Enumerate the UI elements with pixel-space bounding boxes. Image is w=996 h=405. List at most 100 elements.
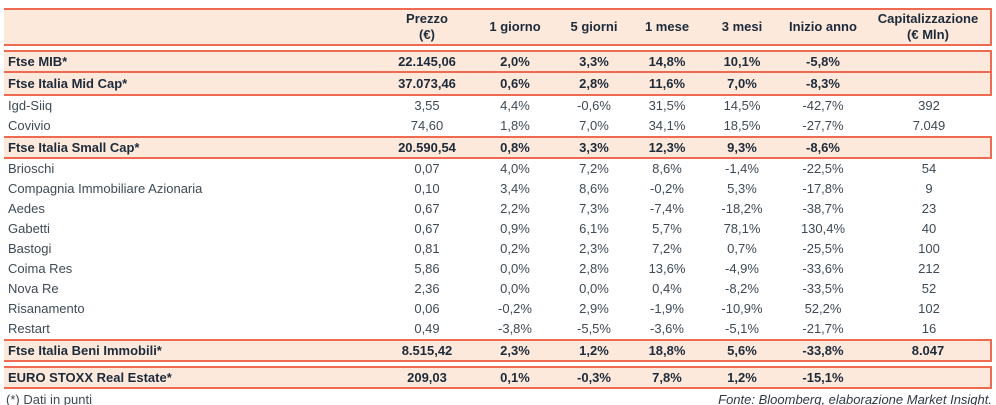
1-mese-value: -0,2% bbox=[650, 181, 684, 196]
1-mese-value: -7,4% bbox=[650, 201, 684, 216]
inizio-anno-value: -17,8% bbox=[802, 181, 844, 196]
3-mesi-value: -5,1% bbox=[725, 321, 759, 336]
row-label: Ftse Italia Small Cap* bbox=[8, 140, 140, 155]
1-giorno-value: 1,8% bbox=[500, 118, 530, 133]
row-label: EURO STOXX Real Estate* bbox=[8, 370, 172, 385]
column-header-prezzo: Prezzo (€) bbox=[406, 11, 448, 42]
inizio-anno-value: -5,8% bbox=[806, 54, 840, 69]
5-giorni-value: 7,0% bbox=[579, 118, 609, 133]
5-giorni-value: 8,6% bbox=[579, 181, 609, 196]
row-label: Bastogi bbox=[8, 241, 52, 256]
row-label: Ftse MIB* bbox=[8, 54, 68, 69]
capitalizzazione-value: 9 bbox=[925, 181, 933, 196]
5-giorni-value: 2,9% bbox=[579, 301, 609, 316]
table-footer: (*) Dati in punti Fonte: Bloomberg, elab… bbox=[4, 392, 992, 405]
table-body: Ftse MIB* 22.145,06 2,0% 3,3% 14,8% 10,1% -5,8… bbox=[4, 46, 992, 389]
inizio-anno-value: -21,7% bbox=[802, 321, 844, 336]
inizio-anno-value: 52,2% bbox=[804, 301, 842, 316]
stock-row: Gabetti 0,67 0,9% 6,1% 5,7% 78,1% 130,4% 40 bbox=[4, 219, 992, 239]
column-header-3-mesi: 3 mesi bbox=[721, 19, 763, 34]
1-mese-value: 7,2% bbox=[652, 241, 682, 256]
row-label: Covivio bbox=[8, 118, 51, 133]
stock-row: Nova Re 2,36 0,0% 0,0% 0,4% -8,2% -33,5% 52 bbox=[4, 279, 992, 299]
1-giorno-value: 4,0% bbox=[500, 161, 530, 176]
3-mesi-value: 5,6% bbox=[727, 343, 757, 358]
prezzo-value: 0,67 bbox=[414, 221, 440, 236]
stock-row: Covivio 74,60 1,8% 7,0% 34,1% 18,5% -27,7% 7.04… bbox=[4, 116, 992, 136]
column-header-5-giorni: 5 giorni bbox=[570, 19, 618, 34]
row-label: Coima Res bbox=[8, 261, 73, 276]
capitalizzazione-value: 16 bbox=[921, 321, 937, 336]
3-mesi-value: 78,1% bbox=[723, 221, 761, 236]
1-mese-value: -1,9% bbox=[650, 301, 684, 316]
stock-row: Compagnia Immobiliare Azionaria 0,10 3,4% 8… bbox=[4, 179, 992, 199]
inizio-anno-value: -33,5% bbox=[802, 281, 844, 296]
1-mese-value: 31,5% bbox=[648, 98, 686, 113]
5-giorni-value: 2,3% bbox=[579, 241, 609, 256]
prezzo-value: 0,67 bbox=[414, 201, 440, 216]
5-giorni-value: -0,3% bbox=[577, 370, 611, 385]
row-label: Ftse Italia Mid Cap* bbox=[8, 76, 128, 91]
row-label: Compagnia Immobiliare Azionaria bbox=[8, 181, 203, 196]
row-label: Brioschi bbox=[8, 161, 55, 176]
capitalizzazione-value: 8.047 bbox=[911, 343, 945, 358]
1-giorno-value: 0,0% bbox=[500, 261, 530, 276]
3-mesi-value: 10,1% bbox=[723, 54, 761, 69]
1-mese-value: 0,4% bbox=[652, 281, 682, 296]
1-giorno-value: 0,1% bbox=[500, 370, 530, 385]
column-header-1-giorno: 1 giorno bbox=[489, 19, 541, 34]
stock-row: Igd-Siiq 3,55 4,4% -0,6% 31,5% 14,5% -42,7% 392 bbox=[4, 96, 992, 116]
prezzo-value: 37.073,46 bbox=[398, 76, 456, 91]
5-giorni-value: 7,3% bbox=[579, 201, 609, 216]
3-mesi-value: 5,3% bbox=[727, 181, 757, 196]
1-mese-value: 34,1% bbox=[648, 118, 686, 133]
1-giorno-value: 3,4% bbox=[500, 181, 530, 196]
prezzo-value: 20.590,54 bbox=[398, 140, 456, 155]
capitalizzazione-value: 100 bbox=[918, 241, 940, 256]
capitalizzazione-value: 23 bbox=[921, 201, 937, 216]
1-giorno-value: 4,4% bbox=[500, 98, 530, 113]
3-mesi-value: -8,2% bbox=[725, 281, 759, 296]
5-giorni-value: 2,8% bbox=[579, 76, 609, 91]
column-header-capitalizzazione: Capitalizzazione (€ Mln) bbox=[877, 11, 979, 42]
3-mesi-value: -10,9% bbox=[721, 301, 763, 316]
3-mesi-value: 18,5% bbox=[723, 118, 761, 133]
stock-row: Restart 0,49 -3,8% -5,5% -3,6% -5,1% -21,7% 16 bbox=[4, 319, 992, 339]
row-label: Nova Re bbox=[8, 281, 59, 296]
row-gap bbox=[4, 46, 992, 50]
capitalizzazione-value: 54 bbox=[921, 161, 937, 176]
prezzo-value: 0,81 bbox=[414, 241, 440, 256]
capitalizzazione-value: 52 bbox=[921, 281, 937, 296]
capitalizzazione-value: 102 bbox=[918, 301, 940, 316]
column-header-inizio-anno: Inizio anno bbox=[789, 19, 857, 34]
inizio-anno-value: -8,3% bbox=[806, 76, 840, 91]
5-giorni-value: 7,2% bbox=[579, 161, 609, 176]
performance-table: Prezzo (€) 1 giorno 5 giorni 1 mese 3 mesi Ini… bbox=[4, 8, 992, 389]
index-row: Ftse Italia Small Cap* 20.590,54 0,8% 3,3% 1… bbox=[4, 136, 992, 159]
5-giorni-value: -5,5% bbox=[577, 321, 611, 336]
prezzo-value: 74,60 bbox=[410, 118, 444, 133]
prezzo-value: 8.515,42 bbox=[401, 343, 453, 358]
5-giorni-value: 0,0% bbox=[579, 281, 609, 296]
1-giorno-value: 0,2% bbox=[500, 241, 530, 256]
prezzo-value: 3,55 bbox=[414, 98, 440, 113]
prezzo-value: 0,49 bbox=[414, 321, 440, 336]
5-giorni-value: -0,6% bbox=[577, 98, 611, 113]
1-mese-value: 7,8% bbox=[652, 370, 682, 385]
1-mese-value: 11,6% bbox=[648, 76, 686, 91]
5-giorni-value: 3,3% bbox=[579, 54, 609, 69]
5-giorni-value: 1,2% bbox=[579, 343, 609, 358]
1-giorno-value: 0,8% bbox=[500, 140, 530, 155]
inizio-anno-value: 130,4% bbox=[800, 221, 846, 236]
3-mesi-value: -18,2% bbox=[721, 201, 763, 216]
prezzo-value: 209,03 bbox=[407, 370, 447, 385]
capitalizzazione-value: 40 bbox=[921, 221, 937, 236]
1-mese-value: -3,6% bbox=[650, 321, 684, 336]
inizio-anno-value: -33,6% bbox=[802, 261, 844, 276]
3-mesi-value: -1,4% bbox=[725, 161, 759, 176]
1-giorno-value: 2,3% bbox=[500, 343, 530, 358]
column-header-1-mese: 1 mese bbox=[644, 19, 690, 34]
3-mesi-value: -4,9% bbox=[725, 261, 759, 276]
index-row: Ftse Italia Beni Immobili* 8.515,42 2,3% 1,… bbox=[4, 339, 992, 362]
